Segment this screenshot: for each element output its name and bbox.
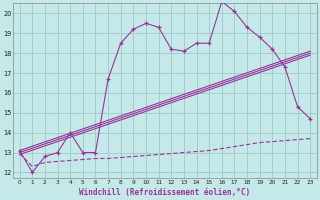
X-axis label: Windchill (Refroidissement éolien,°C): Windchill (Refroidissement éolien,°C) [79,188,251,197]
